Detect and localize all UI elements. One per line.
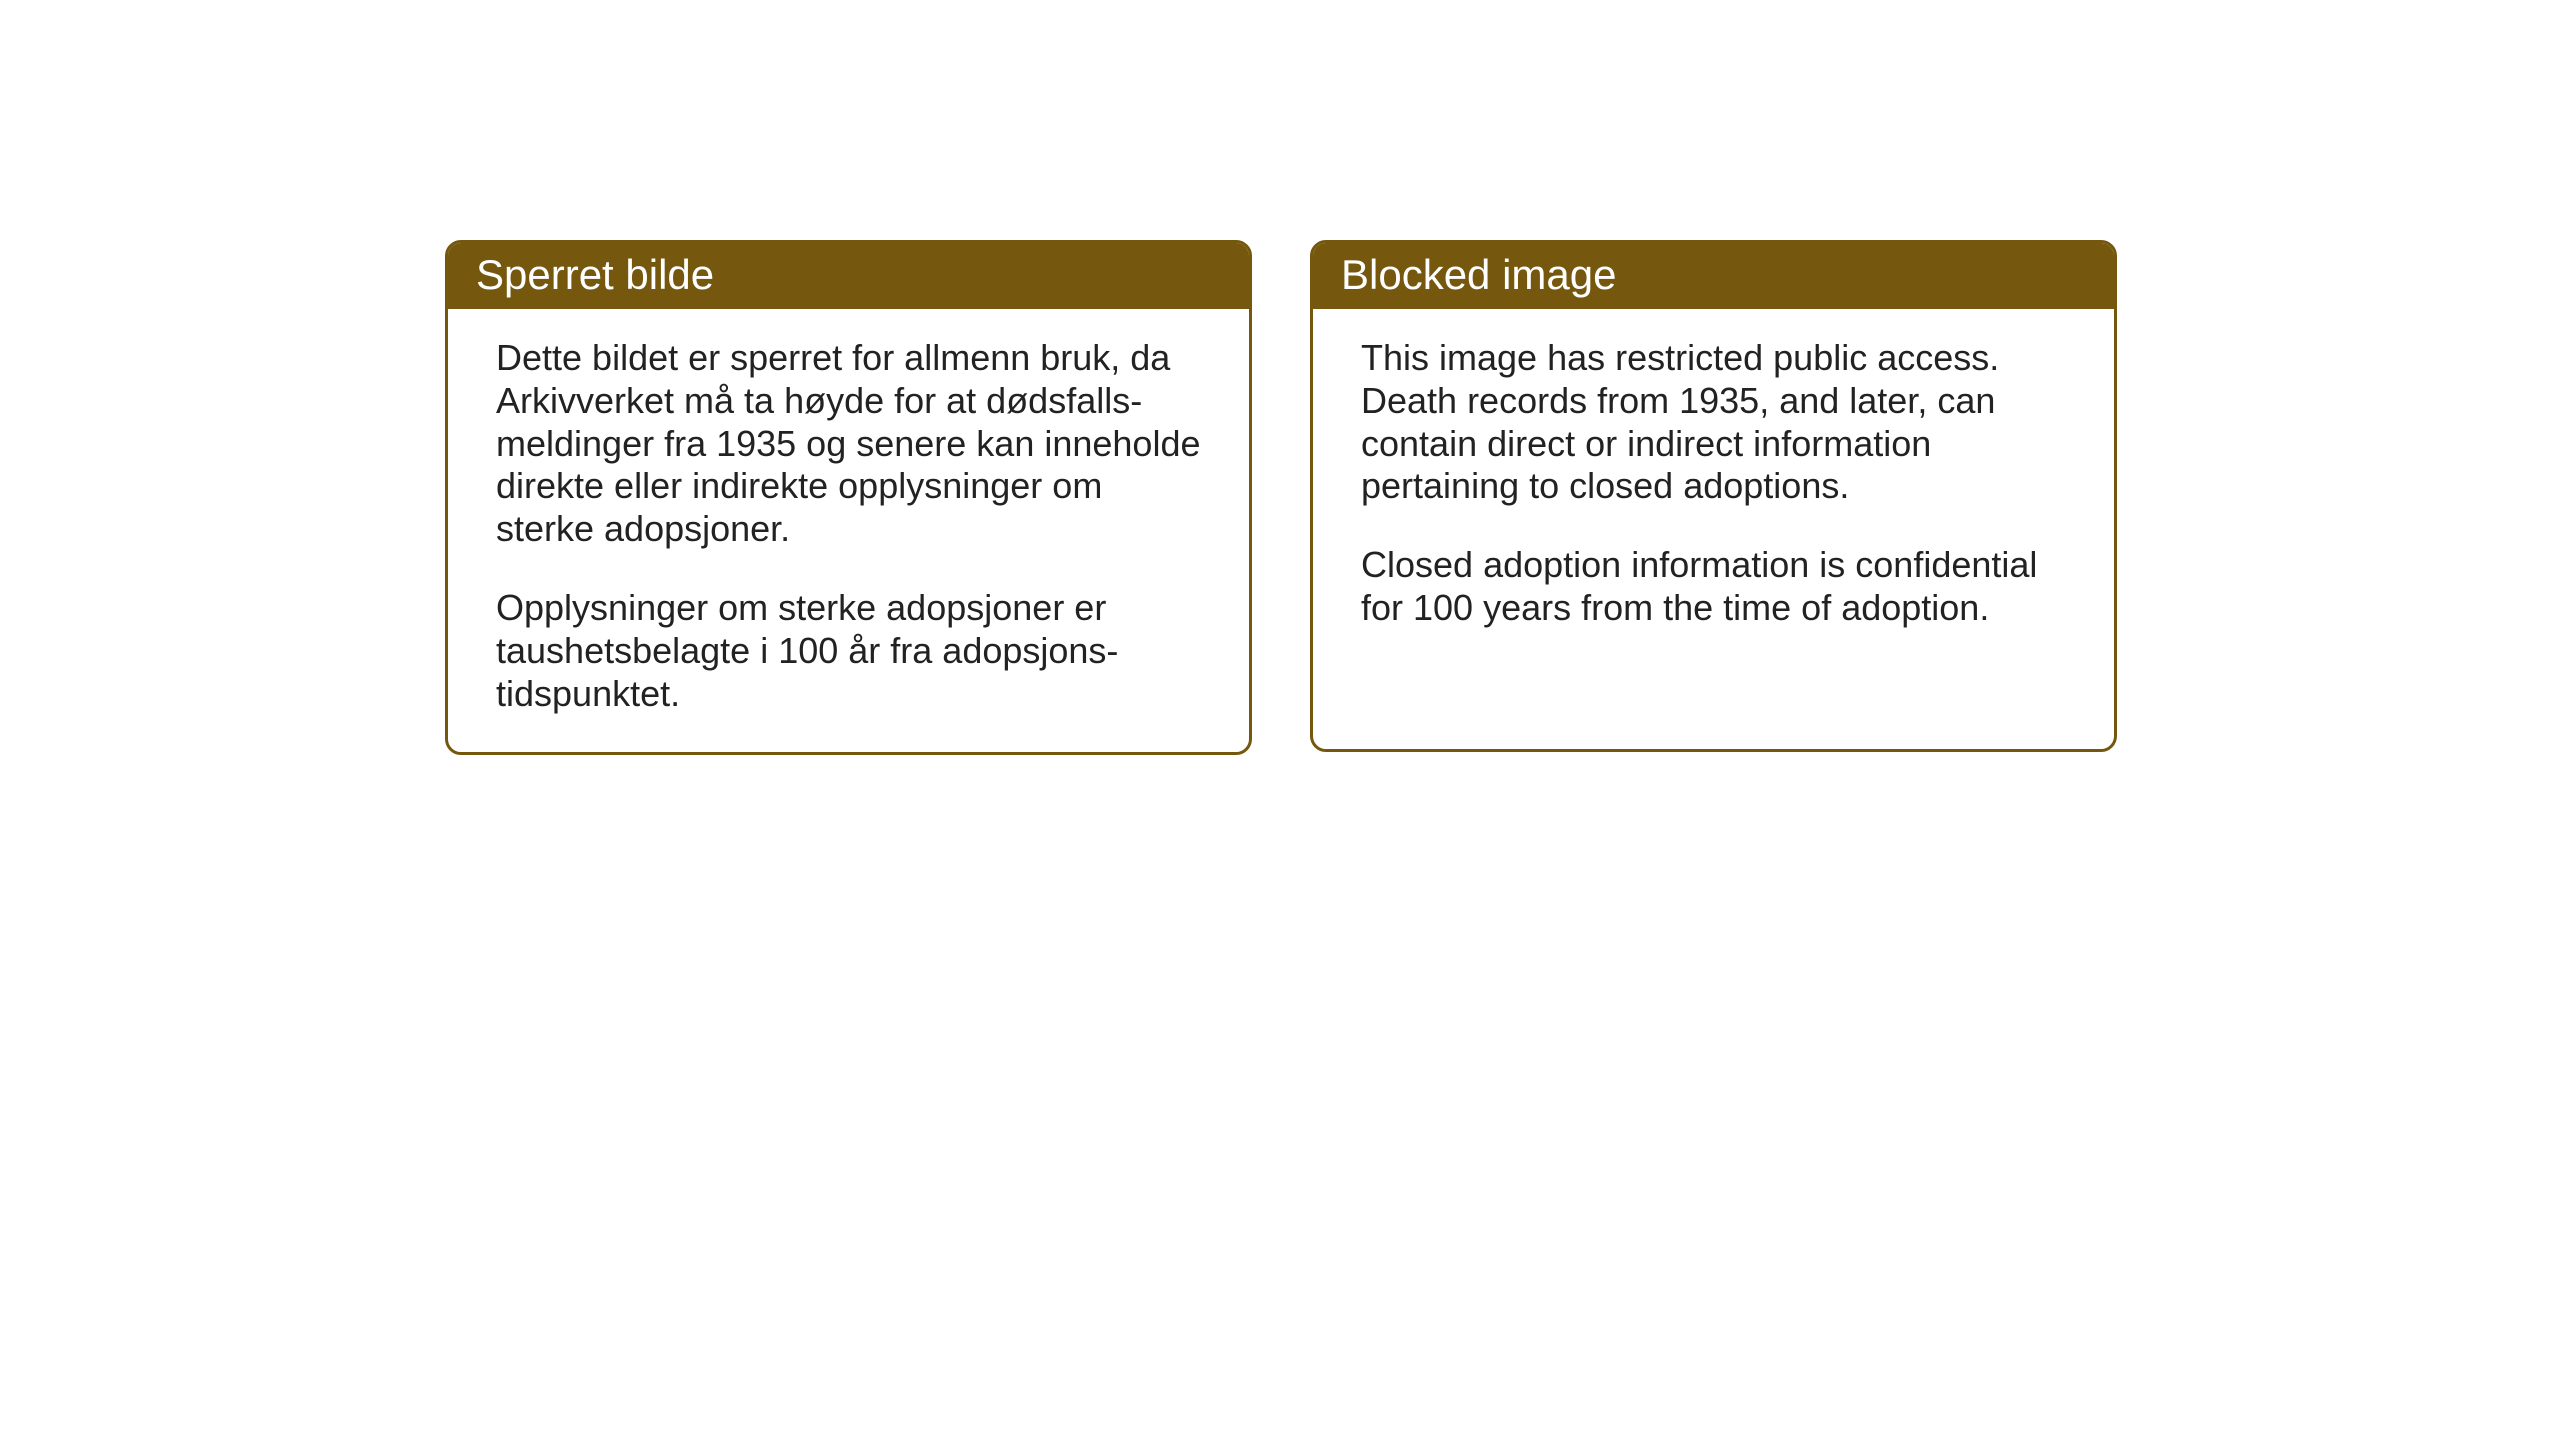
english-paragraph-1: This image has restricted public access.… bbox=[1361, 337, 2066, 508]
english-paragraph-2: Closed adoption information is confident… bbox=[1361, 544, 2066, 630]
english-card-body: This image has restricted public access.… bbox=[1313, 309, 2114, 666]
norwegian-paragraph-1: Dette bildet er sperret for allmenn bruk… bbox=[496, 337, 1201, 551]
norwegian-card-title: Sperret bilde bbox=[448, 243, 1249, 309]
norwegian-paragraph-2: Opplysninger om sterke adopsjoner er tau… bbox=[496, 587, 1201, 715]
norwegian-card-body: Dette bildet er sperret for allmenn bruk… bbox=[448, 309, 1249, 752]
english-card-title: Blocked image bbox=[1313, 243, 2114, 309]
english-notice-card: Blocked image This image has restricted … bbox=[1310, 240, 2117, 752]
norwegian-notice-card: Sperret bilde Dette bildet er sperret fo… bbox=[445, 240, 1252, 755]
notice-container: Sperret bilde Dette bildet er sperret fo… bbox=[445, 240, 2117, 755]
